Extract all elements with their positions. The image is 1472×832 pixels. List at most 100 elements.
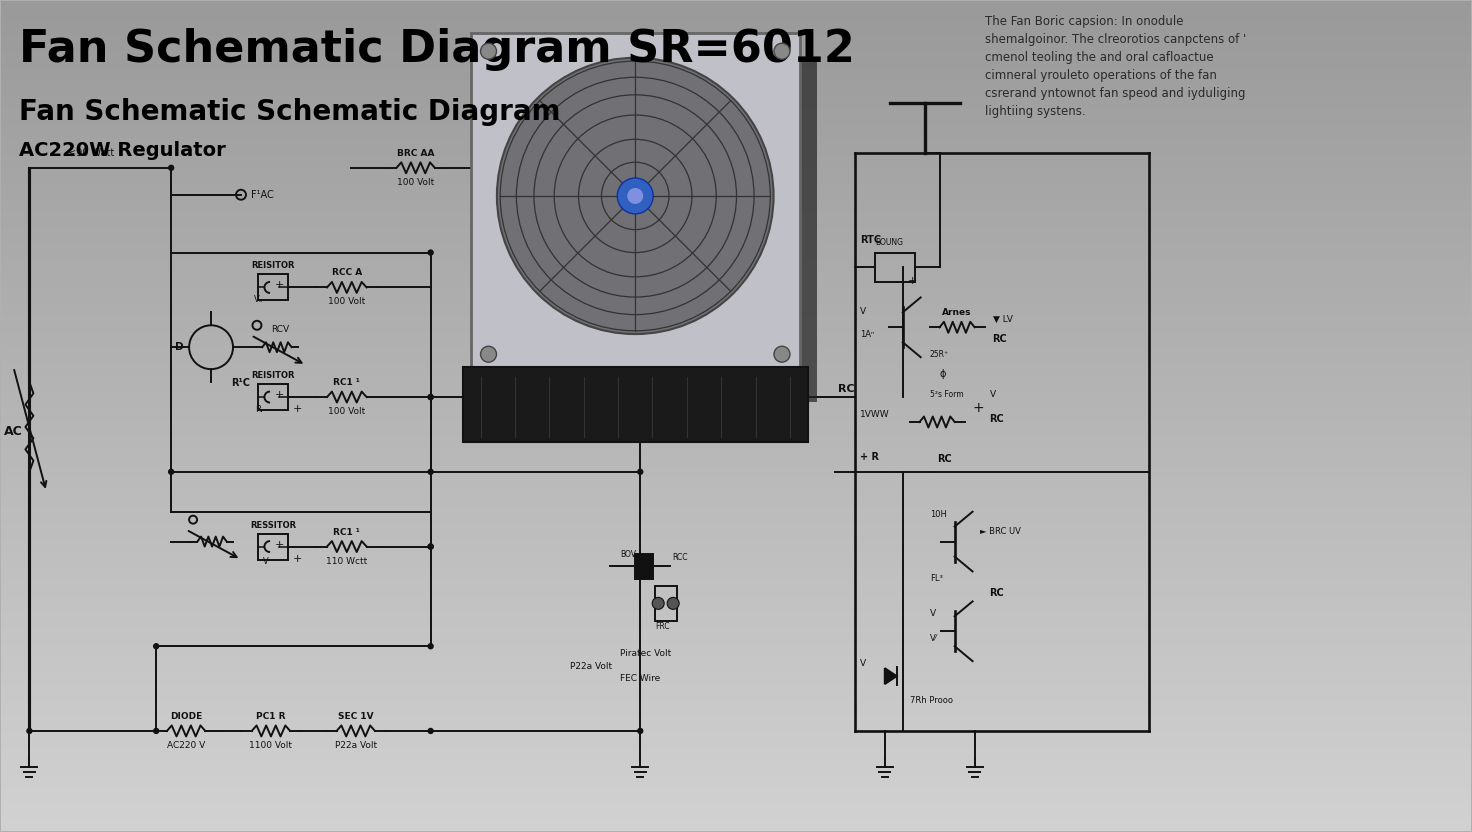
Bar: [1, 726, 1471, 731]
Text: ► BRC UV: ► BRC UV: [979, 527, 1020, 536]
Bar: [1, 506, 1471, 512]
Bar: [1, 535, 1471, 540]
Bar: [1, 183, 1471, 188]
Bar: [1, 257, 1471, 263]
Bar: [1, 25, 1471, 31]
Bar: [1, 216, 1471, 221]
Bar: [1, 129, 1471, 134]
Bar: [1, 664, 1471, 669]
Bar: [1, 568, 1471, 573]
Circle shape: [617, 178, 654, 214]
Text: Vₐ: Vₐ: [255, 295, 263, 305]
Text: 1VWW: 1VWW: [860, 410, 889, 419]
Text: AC220 V: AC220 V: [166, 741, 205, 750]
Bar: [1, 100, 1471, 105]
Bar: [1, 33, 1471, 39]
Bar: [1, 498, 1471, 503]
Text: 100 Volt: 100 Volt: [328, 407, 365, 416]
Bar: [1, 200, 1471, 205]
Bar: [1, 378, 1471, 383]
Bar: [1, 390, 1471, 395]
Bar: [1, 539, 1471, 544]
Bar: [1, 237, 1471, 242]
Bar: [1, 689, 1471, 694]
Bar: [1, 800, 1471, 805]
Circle shape: [652, 597, 664, 609]
Bar: [1, 676, 1471, 681]
Text: AC20 Volt: AC20 Volt: [664, 407, 707, 416]
Bar: [1, 639, 1471, 644]
Circle shape: [667, 597, 679, 609]
Text: P22a Volt: P22a Volt: [570, 662, 612, 671]
Bar: [1, 75, 1471, 80]
Text: FC CA³: FC CA³: [668, 378, 702, 387]
Text: RCC: RCC: [673, 552, 687, 562]
Bar: [1, 706, 1471, 711]
Circle shape: [498, 57, 774, 334]
Bar: [483, 58, 817, 402]
Bar: [1, 610, 1471, 615]
Text: 10H: 10H: [930, 510, 946, 518]
Bar: [1, 50, 1471, 55]
Text: SEC 1V: SEC 1V: [339, 712, 374, 721]
Bar: [1, 112, 1471, 117]
Bar: [1, 813, 1471, 818]
Bar: [1, 486, 1471, 491]
Bar: [1, 469, 1471, 474]
Text: Rᵣ: Rᵣ: [255, 405, 263, 414]
Bar: [1, 767, 1471, 773]
Text: +: +: [293, 404, 302, 414]
Bar: [1, 796, 1471, 801]
Bar: [1, 229, 1471, 234]
Polygon shape: [885, 668, 896, 684]
Bar: [1, 746, 1471, 752]
Bar: [462, 367, 808, 442]
Bar: [1, 436, 1471, 441]
Text: BOUNG: BOUNG: [874, 238, 902, 246]
Bar: [1, 618, 1471, 623]
Bar: [1, 614, 1471, 619]
Bar: [1, 411, 1471, 416]
Bar: [1, 572, 1471, 577]
Bar: [874, 253, 914, 282]
Bar: [1, 104, 1471, 109]
Bar: [1, 303, 1471, 308]
Bar: [1, 374, 1471, 379]
Text: BOV: BOV: [620, 549, 636, 558]
Bar: [258, 384, 289, 410]
Text: AC220W Regulator: AC220W Regulator: [19, 141, 227, 160]
Circle shape: [428, 644, 433, 649]
Bar: [1, 29, 1471, 35]
Bar: [1, 502, 1471, 508]
Bar: [1, 58, 1471, 63]
Bar: [1, 589, 1471, 594]
Bar: [1, 328, 1471, 333]
Bar: [1, 175, 1471, 180]
Text: P22a Volt: P22a Volt: [334, 741, 377, 750]
Text: RC: RC: [989, 414, 1004, 424]
Bar: [1, 12, 1471, 18]
Text: 25R⁺: 25R⁺: [930, 350, 949, 359]
Bar: [1, 432, 1471, 437]
Bar: [471, 33, 799, 372]
Text: 100 Volt: 100 Volt: [397, 178, 434, 187]
Text: RC: RC: [989, 588, 1004, 598]
Bar: [1, 265, 1471, 271]
Bar: [1, 482, 1471, 487]
Bar: [1, 166, 1471, 171]
Text: REISITOR: REISITOR: [252, 261, 294, 270]
Text: PC1 R: PC1 R: [256, 712, 286, 721]
Text: R¹C: R¹C: [231, 378, 250, 388]
Bar: [1, 792, 1471, 797]
Bar: [1, 547, 1471, 552]
Bar: [1, 225, 1471, 230]
Bar: [1, 324, 1471, 329]
Text: Fan Schematic Schematic Diagram: Fan Schematic Schematic Diagram: [19, 98, 561, 126]
Bar: [1, 0, 1471, 6]
Circle shape: [480, 43, 496, 59]
Bar: [1, 357, 1471, 362]
Bar: [1, 622, 1471, 627]
Bar: [1, 710, 1471, 715]
Bar: [1, 685, 1471, 690]
Bar: [1, 660, 1471, 665]
